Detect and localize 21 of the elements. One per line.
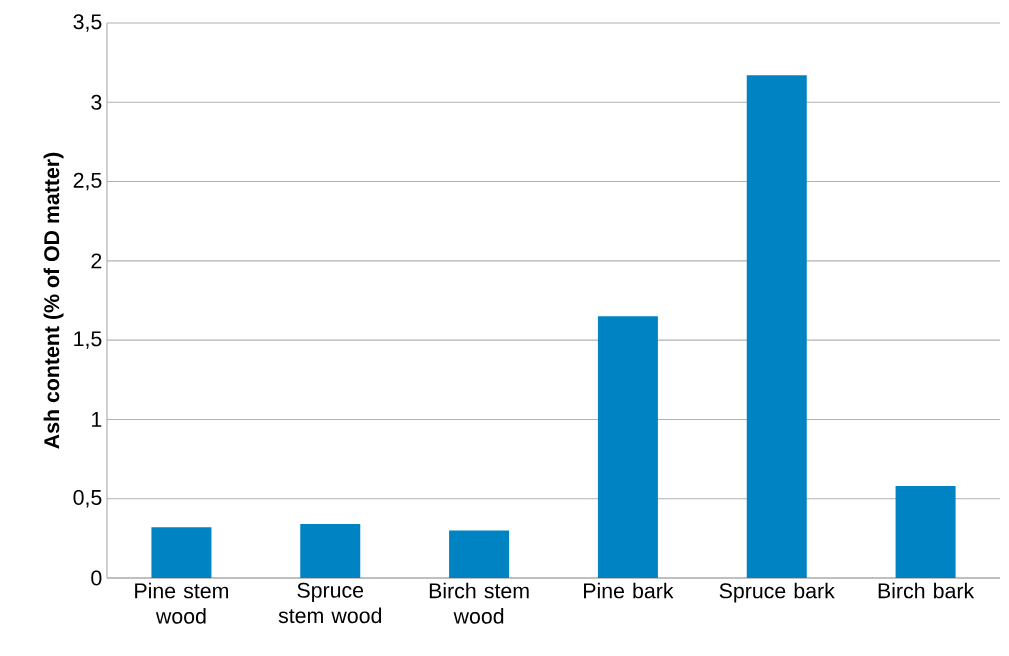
y-tick-label: 1	[92, 412, 102, 427]
y-tick-label: 3,5	[73, 14, 102, 32]
y-tick-label: 2,5	[73, 172, 102, 191]
y-tick-label: 3	[91, 94, 102, 110]
bar	[151, 527, 212, 578]
y-tick-label: 1,5	[74, 331, 102, 349]
x-tick-label: Birch stem wood	[429, 582, 529, 624]
x-tick-label: Pine stem wood	[135, 582, 229, 624]
x-tick-label: Birch bark	[878, 582, 975, 599]
y-tick-label: 0	[91, 570, 102, 586]
x-tick-label: Pine bark	[584, 582, 674, 599]
x-tick-label: Spruce bark	[719, 582, 835, 603]
y-axis-title: Ash content (% of OD matter)	[43, 152, 64, 449]
bar	[597, 316, 658, 578]
bar	[895, 486, 956, 578]
y-tick-label: 0,5	[73, 489, 102, 508]
bar	[746, 75, 807, 578]
bar	[300, 524, 361, 578]
bar	[449, 530, 510, 578]
x-tick-label: Spruce stem wood	[278, 582, 382, 624]
y-tick-label: 2	[91, 253, 102, 269]
